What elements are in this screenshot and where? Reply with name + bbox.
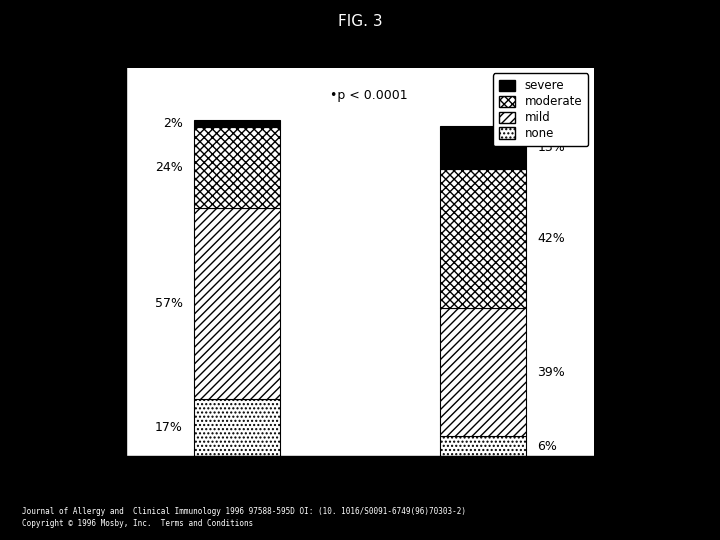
Y-axis label: NUMBER OF SUBJECTS: NUMBER OF SUBJECTS	[72, 184, 85, 340]
Bar	[194, 208, 280, 399]
Text: 13%: 13%	[537, 141, 565, 154]
Text: Copyright © 1996 Mosby, Inc.  Terms and Conditions: Copyright © 1996 Mosby, Inc. Terms and C…	[22, 519, 253, 529]
Bar	[440, 436, 526, 456]
Text: (n = 121): (n = 121)	[207, 495, 267, 508]
Text: 6%: 6%	[537, 440, 557, 453]
Text: 57%: 57%	[155, 297, 183, 310]
Text: Journal of Allergy and  Clinical Immunology 1996 97588-595D OI: (10. 1016/S0091-: Journal of Allergy and Clinical Immunolo…	[22, 507, 466, 516]
Bar	[440, 308, 526, 436]
Bar	[440, 169, 526, 308]
Text: FLUTICASONE: FLUTICASONE	[189, 478, 285, 491]
Bar	[194, 120, 280, 127]
Legend: severe, moderate, mild, none: severe, moderate, mild, none	[492, 73, 588, 146]
Text: •p < 0.0001: •p < 0.0001	[330, 89, 408, 102]
Text: 24%: 24%	[155, 161, 183, 174]
Bar	[194, 399, 280, 456]
Text: (n = 119): (n = 119)	[453, 495, 513, 508]
Bar	[194, 127, 280, 208]
Text: LORATADINE: LORATADINE	[439, 478, 527, 491]
Text: 39%: 39%	[537, 366, 565, 379]
Text: 17%: 17%	[155, 421, 183, 434]
Text: FIG. 3: FIG. 3	[338, 14, 382, 29]
Text: 42%: 42%	[537, 232, 565, 245]
Bar	[440, 126, 526, 169]
Text: 2%: 2%	[163, 117, 183, 130]
